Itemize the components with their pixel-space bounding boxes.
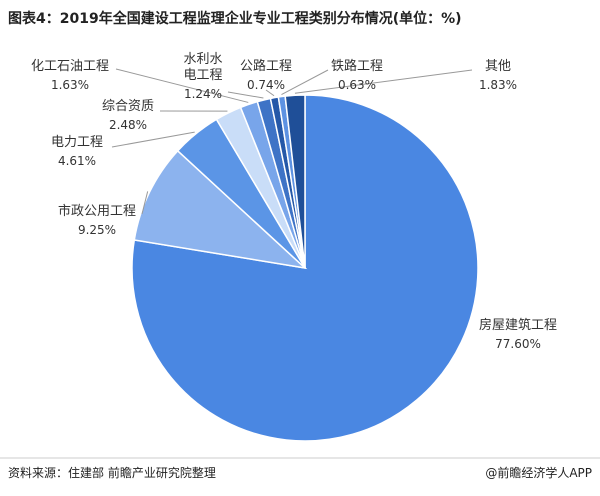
slice-label: 综合资质 bbox=[101, 99, 154, 114]
leader-line bbox=[294, 69, 473, 94]
value-label: 77.60% bbox=[495, 337, 541, 351]
pie-slice bbox=[133, 149, 308, 270]
leader-line bbox=[111, 131, 195, 148]
value-label: 0.63% bbox=[337, 78, 377, 92]
value-label: 1.83% bbox=[478, 78, 518, 92]
slice-label: 公路工程 bbox=[239, 59, 292, 74]
value-label: 1.63% bbox=[50, 78, 90, 92]
pie-slice bbox=[284, 94, 306, 269]
slice-label: 铁路工程 bbox=[330, 59, 383, 74]
credit: @前瞻经济学人APP bbox=[485, 466, 592, 480]
leader-line bbox=[115, 68, 249, 103]
slice-label: 电力工程 bbox=[50, 135, 103, 150]
value-label: 9.25% bbox=[77, 223, 117, 237]
leader-line bbox=[265, 89, 275, 97]
slice-label: 市政公用工程 bbox=[57, 204, 136, 219]
value-label: 1.24% bbox=[183, 87, 223, 101]
slice-label: 化工石油工程 bbox=[30, 59, 109, 74]
slice-label: 房屋建筑工程 bbox=[478, 318, 557, 333]
leader-line bbox=[281, 69, 329, 96]
leader-line bbox=[141, 191, 149, 215]
chart-title: 图表4：2019年全国建设工程监理企业专业工程类别分布情况(单位：%) bbox=[8, 11, 462, 27]
value-label: 4.61% bbox=[57, 154, 97, 168]
value-label: 2.48% bbox=[108, 118, 148, 132]
source: 资料来源：住建部 前瞻产业研究院整理 bbox=[8, 466, 216, 480]
value-label: 0.74% bbox=[246, 78, 286, 92]
leader-line bbox=[227, 91, 264, 99]
slice-label: 水利水电工程 bbox=[183, 52, 223, 83]
slice-label: 其他 bbox=[484, 59, 511, 74]
